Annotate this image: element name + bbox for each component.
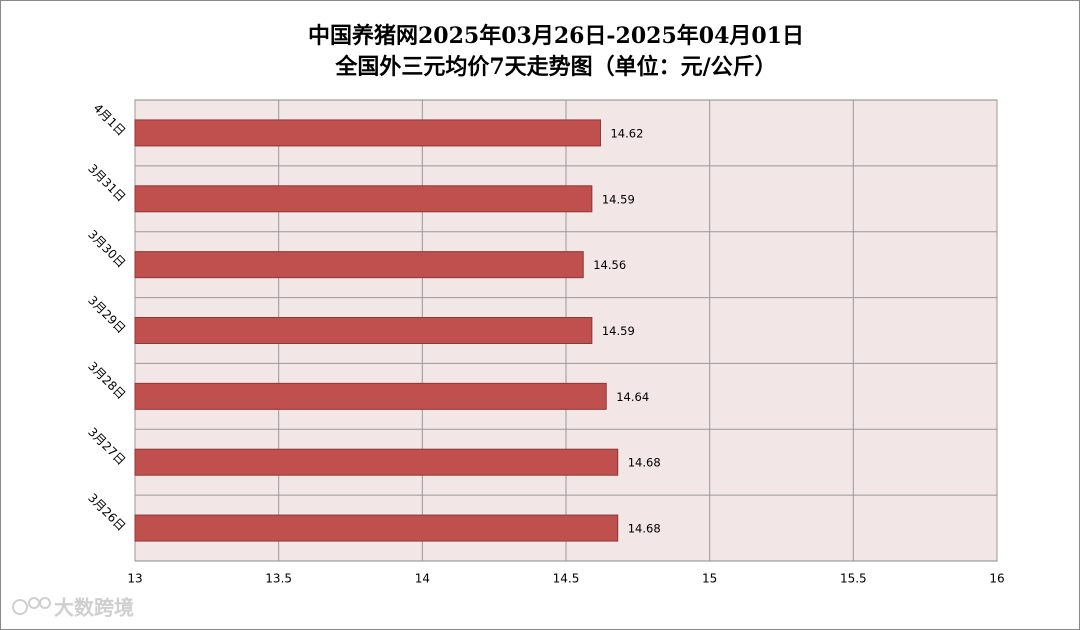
bar (134, 448, 619, 476)
x-tick-label: 15.5 (840, 572, 867, 586)
watermark: 大数跨境 (54, 596, 134, 620)
bar (134, 251, 584, 279)
bar (134, 382, 607, 410)
chart-title: 中国养猪网2025年03月26日-2025年04月01日 (308, 23, 804, 49)
value-label: 14.68 (628, 456, 661, 470)
value-label: 14.56 (593, 258, 626, 272)
value-label: 14.59 (602, 324, 635, 338)
bar (134, 185, 593, 213)
value-label: 14.62 (610, 126, 643, 140)
x-tick-label: 15 (702, 572, 717, 586)
x-tick-label: 14.5 (553, 572, 580, 586)
x-tick-label: 16 (989, 572, 1004, 586)
bar (134, 317, 593, 344)
x-tick-label: 14 (415, 572, 430, 586)
value-label: 14.64 (616, 390, 649, 404)
chart-subtitle: 全国外三元均价7天走势图（单位：元/公斤） (334, 54, 776, 80)
watermark-logo (12, 597, 51, 615)
x-tick-label: 13 (127, 572, 142, 586)
x-tick-label: 13.5 (265, 572, 292, 586)
value-label: 14.59 (602, 192, 635, 206)
value-label: 14.68 (628, 522, 661, 536)
bar (134, 119, 601, 147)
bar (134, 514, 619, 542)
